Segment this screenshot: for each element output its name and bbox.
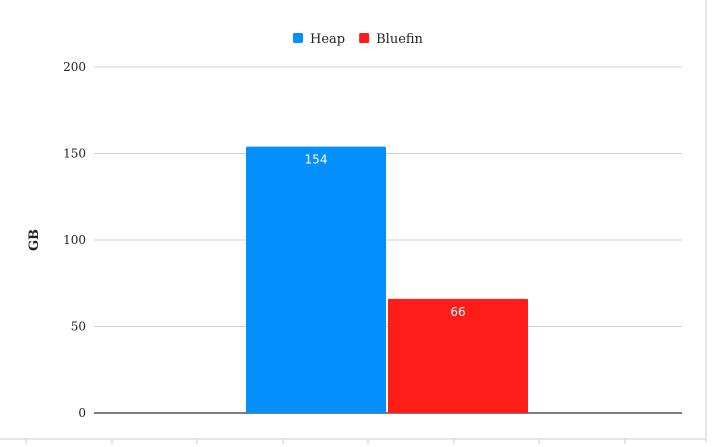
y-tick-label: 50 (71, 320, 86, 334)
legend-swatch-bluefin (359, 33, 370, 43)
legend-label: Heap (310, 32, 345, 47)
data-label: 154 (305, 153, 328, 167)
bar-bluefin (388, 298, 528, 413)
y-tick-label: 0 (78, 406, 86, 420)
y-axis-label: GB (27, 229, 42, 251)
legend-label: Bluefin (376, 32, 423, 47)
data-label: 66 (450, 305, 465, 319)
y-tick-label: 200 (63, 60, 86, 74)
bar-heap (246, 146, 386, 413)
y-tick-label: 150 (63, 147, 86, 161)
y-tick-label: 100 (63, 233, 86, 247)
legend-swatch-heap (293, 33, 303, 43)
